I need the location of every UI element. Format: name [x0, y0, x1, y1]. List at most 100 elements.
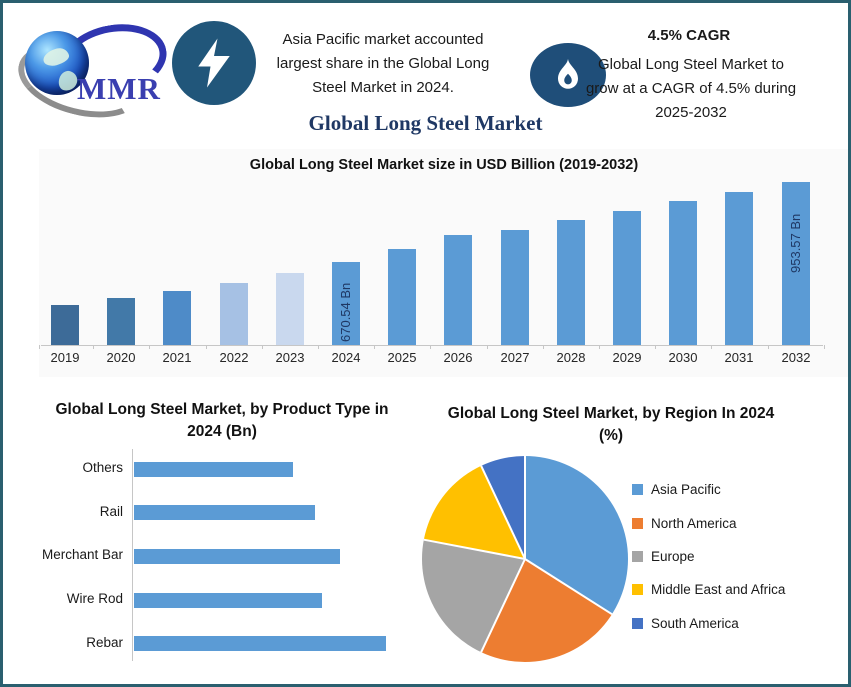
region-chart-title: Global Long Steel Market, by Region In 2… [447, 405, 775, 444]
bar-2020 [107, 298, 135, 345]
x-axis-line [41, 345, 823, 346]
year-label-2029: 2029 [612, 350, 642, 365]
product-chart-title: Global Long Steel Market, by Product Typ… [55, 401, 389, 440]
legend-swatch [632, 517, 643, 529]
product-bar-rail [134, 505, 315, 520]
bar-2027 [501, 230, 529, 345]
year-label-2023: 2023 [275, 350, 305, 365]
product-label: Rail [99, 504, 123, 519]
bar-plot-area: 2019 2020 2021 2022 2023 2024 2025 2026 2027 2028… [39, 149, 848, 377]
year-label-2031: 2031 [724, 350, 754, 365]
legend-label: North America [651, 515, 737, 531]
page-title: Global Long Steel Market [308, 111, 543, 135]
bar-2026 [444, 235, 472, 345]
year-label-2024: 2024 [331, 350, 361, 365]
legend-label: Asia Pacific [651, 482, 721, 498]
globe-icon [25, 31, 89, 95]
pie-slice-separator [524, 456, 526, 559]
axis-tick [655, 345, 656, 349]
highlight-asia-pacific: Asia Pacific market accounted largest sh… [253, 28, 513, 100]
axis-tick [487, 345, 488, 349]
bar-2028 [557, 220, 585, 345]
product-label: Others [82, 460, 123, 475]
bar-value-label: 670.54 Bn [338, 282, 353, 342]
globe-continent [41, 45, 71, 69]
bar-2022 [220, 283, 248, 345]
product-bar-others [134, 462, 293, 477]
product-label: Merchant Bar [41, 547, 123, 562]
cagr-line: grow at a CAGR of 4.5% during [585, 80, 797, 97]
highlight-line: largest share in the Global Long [276, 55, 490, 72]
axis-tick [543, 345, 544, 349]
axis-tick [318, 345, 319, 349]
bar-2023 [276, 273, 304, 345]
legend-item: Asia Pacific [632, 473, 832, 506]
mmr-wordmark: MMR [77, 71, 161, 106]
legend-swatch [632, 584, 643, 596]
legend-swatch [632, 484, 643, 496]
axis-tick [262, 345, 263, 349]
legend-item: Middle East and Africa [632, 573, 832, 606]
pie-slice-separator [524, 558, 613, 616]
product-bar-wire-rod [134, 593, 322, 608]
pie-slice-separator [480, 558, 526, 653]
year-label-2020: 2020 [106, 350, 136, 365]
lightning-icon [172, 21, 256, 105]
category-axis-line [132, 449, 133, 661]
product-label: Wire Rod [66, 591, 123, 606]
bar-chart-title: Global Long Steel Market size in USD Bil… [249, 157, 639, 173]
axis-tick [711, 345, 712, 349]
product-label: Rebar [86, 635, 123, 650]
year-label-2019: 2019 [50, 350, 80, 365]
legend-item: North America [632, 506, 832, 539]
pie-slice-separator [423, 538, 526, 560]
year-label-2027: 2027 [500, 350, 530, 365]
axis-tick [768, 345, 769, 349]
bar-2029 [613, 211, 641, 345]
year-label-2028: 2028 [556, 350, 586, 365]
legend-label: Middle East and Africa [651, 582, 786, 598]
cagr-text: Global Long Steel Market to grow at a CA… [575, 53, 807, 125]
cagr-line: 2025-2032 [655, 104, 727, 121]
legend-label: South America [651, 615, 739, 631]
bar-2025 [388, 249, 416, 345]
axis-tick [206, 345, 207, 349]
bar-2019 [51, 305, 79, 345]
product-bar-rebar [134, 636, 386, 651]
year-label-2022: 2022 [219, 350, 249, 365]
year-label-2032: 2032 [781, 350, 811, 365]
region-pie-chart [422, 456, 628, 662]
axis-tick [430, 345, 431, 349]
bar-2031 [725, 192, 753, 345]
legend-swatch [632, 617, 643, 629]
axis-tick [93, 345, 94, 349]
cagr-line: Global Long Steel Market to [598, 56, 784, 73]
axis-tick [149, 345, 150, 349]
bar-2021 [163, 291, 191, 345]
flame-icon [530, 43, 606, 107]
axis-tick [599, 345, 600, 349]
year-label-2021: 2021 [162, 350, 192, 365]
highlight-line: Asia Pacific market accounted [282, 31, 484, 48]
highlight-line: Steel Market in 2024. [312, 79, 454, 96]
bar-value-label: 953.57 Bn [788, 213, 803, 273]
mmr-logo: MMR [10, 16, 173, 130]
product-bar-merchant-bar [134, 549, 340, 564]
bar-2030 [669, 201, 697, 345]
year-label-2026: 2026 [443, 350, 473, 365]
axis-tick [824, 345, 825, 349]
axis-tick [39, 345, 40, 349]
bar-2024 [332, 262, 360, 345]
cagr-heading: 4.5% CAGR [647, 27, 731, 44]
pie-slice-separator [480, 465, 526, 560]
legend-label: Europe [651, 548, 695, 564]
lightning-bolt-glyph [198, 38, 230, 88]
legend-item: South America [632, 607, 832, 640]
axis-tick [374, 345, 375, 349]
flame-glyph [558, 57, 578, 89]
legend-item: Europe [632, 540, 832, 573]
year-label-2030: 2030 [668, 350, 698, 365]
bar-2032 [782, 182, 810, 345]
legend-swatch [632, 550, 643, 562]
